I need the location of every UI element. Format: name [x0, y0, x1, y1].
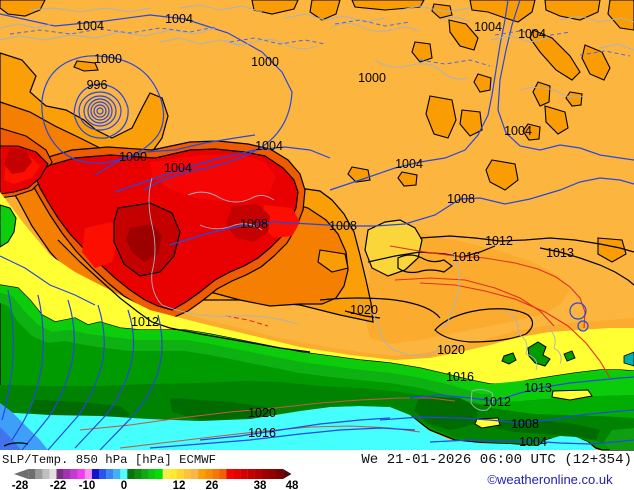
svg-text:1000: 1000 [94, 52, 122, 66]
svg-text:1020: 1020 [248, 406, 276, 420]
svg-text:1012: 1012 [131, 315, 159, 329]
svg-text:SLP/Temp. 850 hPa [hPa] ECMWF: SLP/Temp. 850 hPa [hPa] ECMWF [2, 453, 216, 467]
svg-text:38: 38 [254, 480, 267, 490]
svg-text:1016: 1016 [248, 426, 276, 440]
svg-text:1013: 1013 [546, 246, 574, 260]
svg-text:1004: 1004 [395, 157, 423, 171]
svg-text:1000: 1000 [358, 71, 386, 85]
svg-text:1008: 1008 [511, 417, 539, 431]
svg-text:1004: 1004 [76, 19, 104, 33]
svg-text:1008: 1008 [447, 192, 475, 206]
svg-text:1013: 1013 [524, 381, 552, 395]
svg-text:©weatheronline.co.uk: ©weatheronline.co.uk [487, 472, 613, 487]
svg-text:1004: 1004 [519, 435, 547, 449]
svg-text:-22: -22 [50, 480, 67, 490]
svg-text:We 21-01-2026 06:00 UTC (12+35: We 21-01-2026 06:00 UTC (12+354) [361, 452, 632, 468]
svg-text:-28: -28 [12, 480, 29, 490]
svg-text:1004: 1004 [164, 161, 192, 175]
svg-text:1012: 1012 [483, 395, 511, 409]
svg-text:1012: 1012 [485, 234, 513, 248]
svg-text:1004: 1004 [474, 20, 502, 34]
svg-text:-10: -10 [79, 480, 96, 490]
svg-text:1004: 1004 [165, 12, 193, 26]
svg-text:26: 26 [206, 480, 219, 490]
svg-text:1000: 1000 [119, 150, 147, 164]
svg-text:1008: 1008 [240, 217, 268, 231]
svg-text:1020: 1020 [350, 303, 378, 317]
svg-text:1004: 1004 [518, 27, 546, 41]
svg-text:1000: 1000 [251, 55, 279, 69]
svg-text:12: 12 [173, 480, 186, 490]
svg-text:1004: 1004 [255, 139, 283, 153]
svg-text:0: 0 [121, 480, 127, 490]
svg-text:1004: 1004 [504, 124, 532, 138]
svg-text:1020: 1020 [437, 343, 465, 357]
svg-text:1016: 1016 [446, 370, 474, 384]
svg-text:996: 996 [87, 78, 108, 92]
svg-text:1016: 1016 [452, 250, 480, 264]
svg-text:48: 48 [286, 480, 299, 490]
svg-text:1008: 1008 [329, 219, 357, 233]
